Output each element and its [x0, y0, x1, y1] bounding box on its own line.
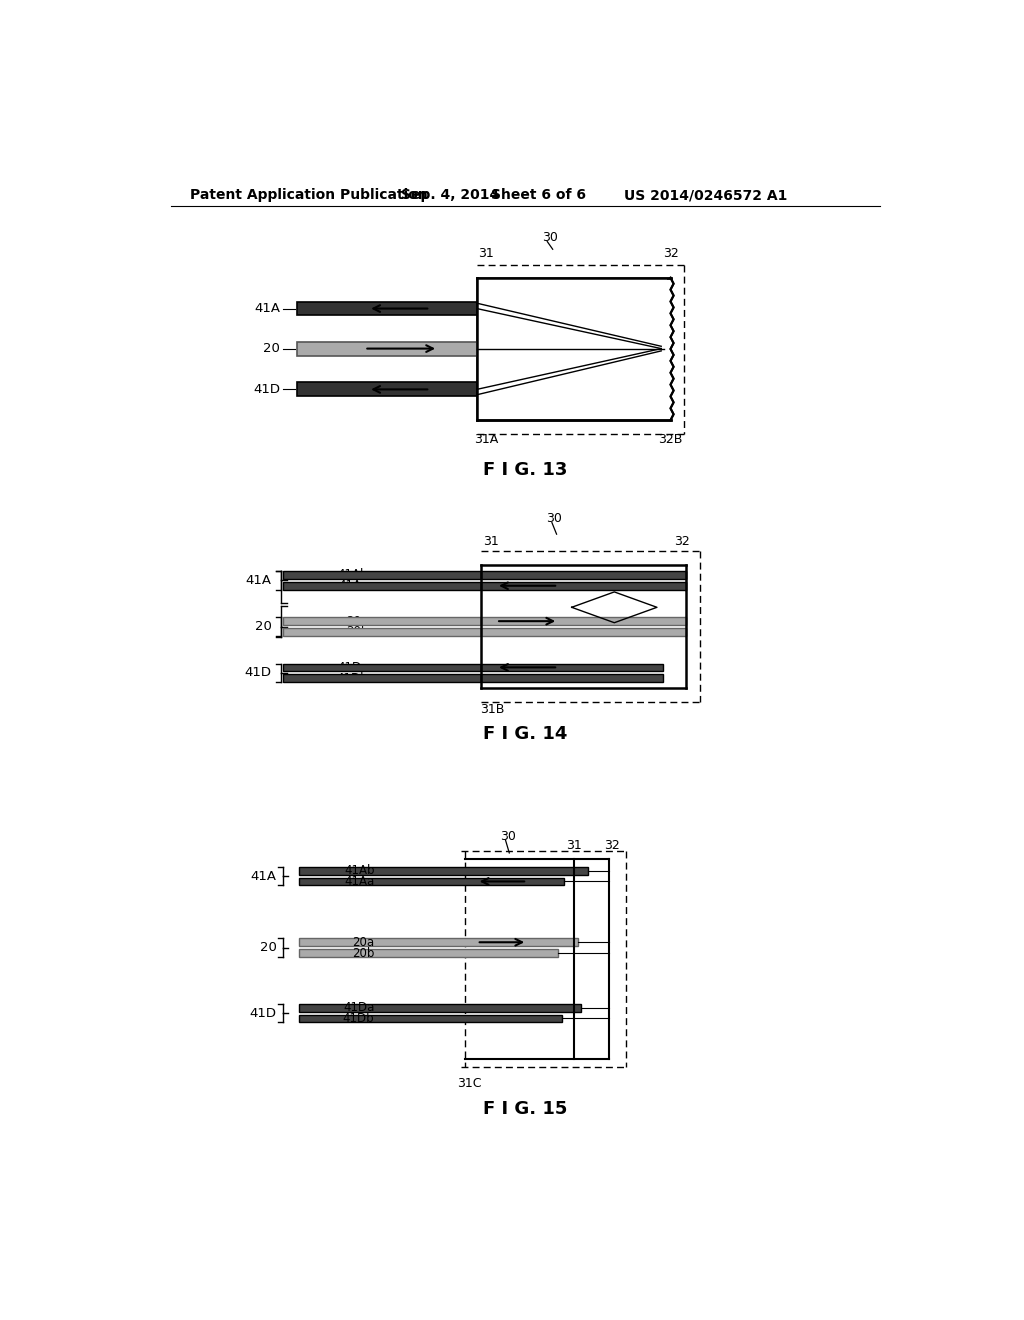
Bar: [480, 664, 663, 671]
Text: 41D: 41D: [245, 667, 271, 680]
Text: F I G. 14: F I G. 14: [482, 726, 567, 743]
Bar: [480, 572, 686, 579]
Bar: [283, 572, 480, 579]
Bar: [480, 582, 686, 590]
Text: 41Ab: 41Ab: [344, 865, 375, 878]
Text: 20b: 20b: [352, 946, 375, 960]
Bar: [299, 867, 588, 875]
Text: 20b: 20b: [346, 626, 369, 639]
Text: 20: 20: [255, 620, 271, 634]
Text: 31: 31: [478, 247, 494, 260]
Text: 32: 32: [604, 838, 621, 851]
Bar: [283, 582, 480, 590]
Bar: [480, 618, 686, 626]
Text: 41Aa: 41Aa: [338, 579, 369, 593]
Bar: [283, 675, 480, 682]
Text: 41Db: 41Db: [343, 1012, 375, 1026]
Bar: [299, 878, 564, 886]
Text: 31: 31: [483, 536, 499, 548]
Text: 31B: 31B: [480, 704, 505, 717]
Bar: [480, 572, 686, 579]
Text: 20a: 20a: [352, 936, 375, 949]
Bar: [480, 675, 663, 682]
Text: 41A: 41A: [251, 870, 276, 883]
Bar: [283, 628, 480, 636]
Text: 41A: 41A: [246, 574, 271, 587]
Bar: [480, 565, 686, 688]
Bar: [297, 302, 477, 315]
Text: Sheet 6 of 6: Sheet 6 of 6: [490, 189, 586, 202]
Bar: [283, 664, 480, 671]
Text: 41D: 41D: [253, 383, 280, 396]
Text: 41Da: 41Da: [343, 1001, 375, 1014]
Text: 20: 20: [263, 342, 280, 355]
Bar: [283, 618, 480, 626]
Text: 31A: 31A: [474, 433, 498, 446]
Text: 41Ab: 41Ab: [338, 569, 369, 582]
Text: 41D: 41D: [250, 1007, 276, 1019]
Bar: [480, 664, 663, 671]
Bar: [299, 1005, 582, 1011]
Text: F I G. 13: F I G. 13: [482, 461, 567, 479]
Text: US 2014/0246572 A1: US 2014/0246572 A1: [624, 189, 787, 202]
Bar: [299, 949, 558, 957]
Text: 41Aa: 41Aa: [344, 875, 375, 888]
Text: F I G. 15: F I G. 15: [482, 1101, 567, 1118]
Bar: [481, 566, 685, 688]
Bar: [297, 383, 477, 396]
Bar: [477, 279, 668, 420]
Text: 32: 32: [663, 247, 678, 260]
Text: 31C: 31C: [457, 1077, 481, 1090]
Bar: [480, 675, 663, 682]
Text: Patent Application Publication: Patent Application Publication: [190, 189, 428, 202]
Text: 41A: 41A: [254, 302, 280, 315]
Text: 30: 30: [500, 829, 516, 842]
Text: 41Db: 41Db: [337, 672, 369, 685]
Text: 32: 32: [674, 536, 690, 548]
Bar: [480, 618, 686, 626]
Text: 30: 30: [547, 512, 562, 525]
Bar: [299, 939, 578, 946]
Bar: [480, 628, 686, 636]
Text: 20a: 20a: [346, 615, 369, 628]
Text: 20: 20: [260, 941, 276, 954]
Text: 30: 30: [543, 231, 558, 244]
Bar: [477, 277, 671, 420]
Bar: [297, 342, 477, 355]
Text: 31: 31: [565, 838, 582, 851]
Text: Sep. 4, 2014: Sep. 4, 2014: [400, 189, 499, 202]
Bar: [480, 582, 686, 590]
Bar: [299, 1015, 562, 1022]
Text: 32B: 32B: [658, 433, 683, 446]
Bar: [480, 628, 686, 636]
Text: 41Da: 41Da: [337, 661, 369, 675]
